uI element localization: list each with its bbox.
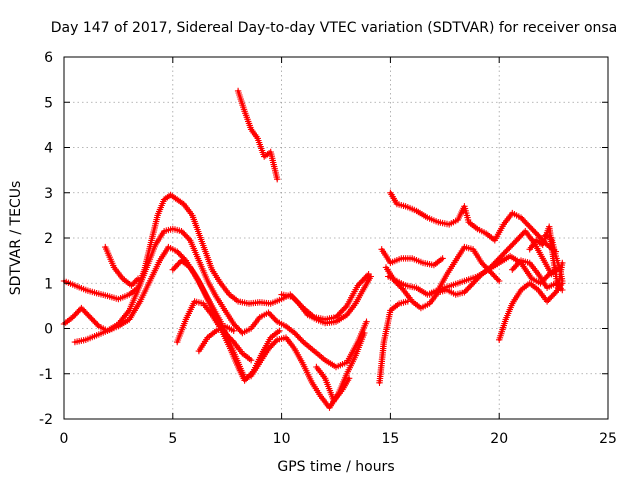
y-tick-label: -2: [39, 412, 53, 428]
series-marks-track-17: [496, 280, 566, 343]
series-marks-track-10: [313, 363, 353, 405]
x-tick-label: 0: [60, 431, 69, 447]
y-tick-label: 1: [44, 276, 53, 292]
y-tick-label: 5: [44, 95, 53, 111]
x-tick-label: 15: [381, 431, 399, 447]
series-marks-track-4: [102, 243, 142, 289]
series-track-9: [278, 271, 372, 323]
series-marks-track-9: [278, 271, 372, 323]
series-track-6: [174, 298, 283, 384]
x-tick-label: 25: [599, 431, 617, 447]
y-tick-label: 4: [44, 141, 53, 157]
series-track-11: [376, 298, 411, 386]
y-tick-label: 0: [44, 322, 53, 338]
x-axis-label: GPS time / hours: [277, 459, 394, 475]
series-track-7: [195, 323, 237, 355]
x-tick-label: 10: [273, 431, 291, 447]
series-track-16: [426, 243, 503, 298]
series-track-4: [102, 243, 142, 289]
series-marks-track-6: [174, 298, 283, 384]
series-track-20: [541, 232, 566, 285]
y-tick-label: 3: [44, 186, 53, 202]
x-tick-label: 20: [490, 431, 508, 447]
y-tick-label: 6: [44, 50, 53, 66]
series-track-14: [387, 189, 559, 255]
series-track-12: [378, 246, 446, 269]
series-marks-track-7: [195, 323, 237, 355]
series-layer: [60, 87, 566, 411]
chart-title: Day 147 of 2017, Sidereal Day-to-day VTE…: [51, 20, 618, 36]
y-tick-label: -1: [39, 367, 53, 383]
axis-ticks: 0 5 10 15 20 25 -2 -1 0 1 2 3 4 5 6: [39, 50, 617, 447]
series-track-17: [496, 280, 566, 343]
series-marks-track-12: [378, 246, 446, 269]
series-marks-track-11: [376, 298, 411, 386]
x-tick-label: 5: [168, 431, 177, 447]
series-track-8: [234, 87, 281, 183]
y-tick-label: 2: [44, 231, 53, 247]
y-axis-label: SDTVAR / TECUs: [8, 181, 24, 296]
series-marks-track-8: [234, 87, 281, 183]
series-track-10: [313, 363, 353, 405]
series-marks-track-20: [541, 232, 566, 285]
series-marks-track-16: [426, 243, 503, 298]
series-marks-track-14: [387, 189, 559, 255]
